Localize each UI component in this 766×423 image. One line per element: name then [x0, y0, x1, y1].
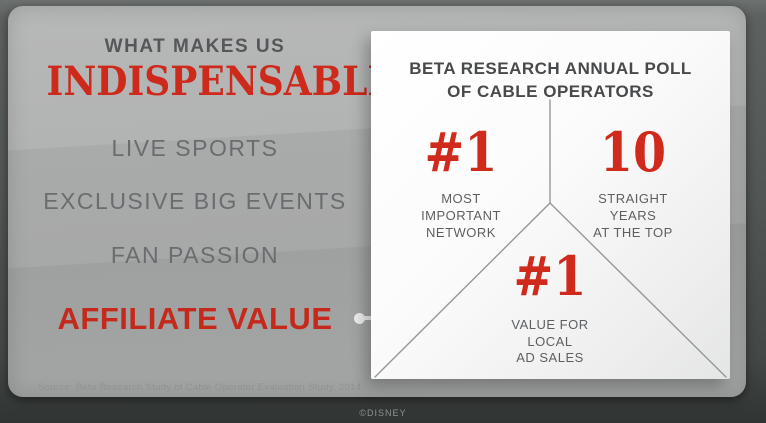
stat-label-line: MOST	[441, 191, 481, 206]
stat-straight-years-at-top: 10 STRAIGHT YEARS AT THE TOP	[553, 125, 713, 241]
connector-dot	[354, 312, 365, 324]
stat-value: 10	[599, 120, 667, 184]
stat-most-important-network: #1 MOST IMPORTANT NETWORK	[381, 125, 541, 241]
poll-card-title-line2: OF CABLE OPERATORS	[447, 82, 654, 101]
stat-label-line: AD SALES	[516, 350, 584, 365]
poll-card-title-line1: BETA RESEARCH ANNUAL POLL	[409, 59, 692, 78]
slide-title: INDISPENSABLE	[46, 58, 395, 105]
left-column: WHAT MAKES US INDISPENSABLE LIVE SPORTS …	[30, 6, 395, 397]
stat-label: VALUE FOR LOCAL AD SALES	[470, 317, 630, 367]
copyright-notice: ©DISNEY	[359, 408, 407, 418]
list-item-live-sports: LIVE SPORTS	[111, 135, 279, 161]
stat-value: #1	[424, 120, 498, 184]
stat-label: STRAIGHT YEARS AT THE TOP	[553, 190, 713, 241]
highlight-affiliate-value: AFFILIATE VALUE	[57, 301, 333, 336]
list-item-fan-passion: FAN PASSION	[110, 242, 280, 268]
stat-value: #1	[513, 244, 587, 308]
stat-label: MOST IMPORTANT NETWORK	[381, 190, 541, 241]
poll-card: BETA RESEARCH ANNUAL POLL OF CABLE OPERA…	[371, 31, 730, 379]
presentation-slide: WHAT MAKES US INDISPENSABLE LIVE SPORTS …	[8, 6, 746, 397]
poll-card-title: BETA RESEARCH ANNUAL POLL OF CABLE OPERA…	[371, 57, 730, 103]
stat-label-line: VALUE FOR	[511, 317, 589, 332]
stat-label-line: NETWORK	[426, 225, 496, 240]
list-item-exclusive-big-events: EXCLUSIVE BIG EVENTS	[43, 188, 347, 214]
stat-value-local-ad-sales: #1 VALUE FOR LOCAL AD SALES	[470, 249, 630, 367]
stat-label-line: IMPORTANT	[421, 208, 501, 223]
stat-label-line: YEARS	[609, 208, 657, 223]
source-note: Source: Beta Research Study of Cable Ope…	[38, 382, 362, 393]
stat-label-line: STRAIGHT	[598, 191, 668, 206]
stat-label-line: LOCAL	[527, 333, 573, 349]
y-divider-lines	[374, 99, 727, 378]
stat-label-line: AT THE TOP	[593, 225, 673, 240]
slide-kicker: WHAT MAKES US	[104, 36, 286, 57]
